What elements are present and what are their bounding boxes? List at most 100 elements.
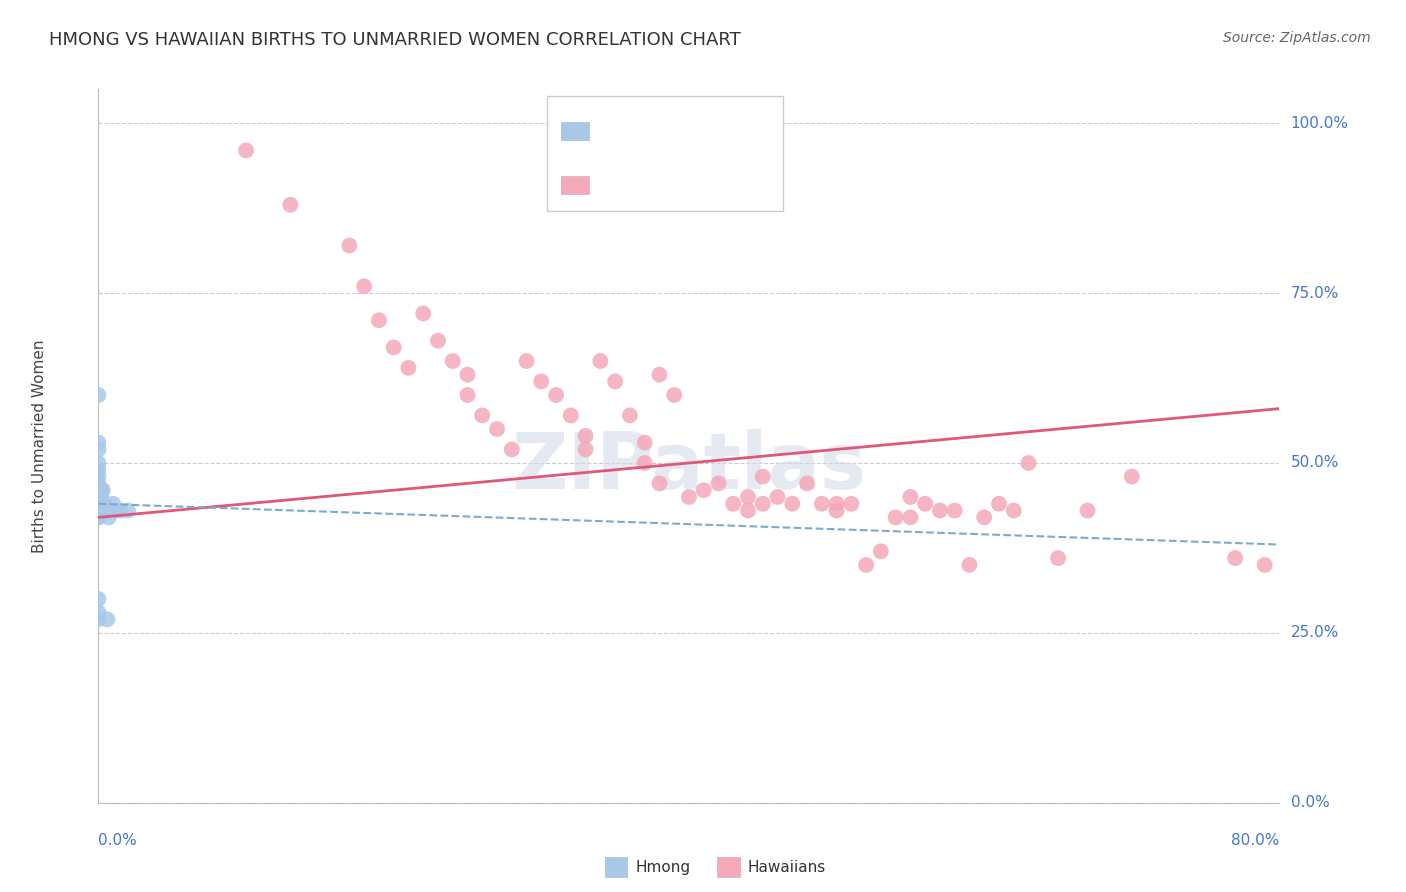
Point <box>1223 551 1246 566</box>
Point <box>93 503 115 517</box>
Point <box>825 503 848 517</box>
Point <box>87 388 110 402</box>
Point <box>105 503 128 517</box>
Point <box>98 503 121 517</box>
Point <box>93 497 115 511</box>
Point <box>751 497 773 511</box>
Point <box>471 409 494 423</box>
Point <box>1002 503 1025 517</box>
Text: -0.262: -0.262 <box>638 123 690 138</box>
Point <box>501 442 523 457</box>
Point <box>97 510 120 524</box>
Text: R =: R = <box>599 123 634 138</box>
Text: 75.0%: 75.0% <box>1291 285 1339 301</box>
Text: ZIPatlas: ZIPatlas <box>512 429 866 506</box>
Point <box>900 490 922 504</box>
Point <box>87 435 110 450</box>
Point <box>782 497 804 511</box>
Text: 100.0%: 100.0% <box>1291 116 1348 131</box>
Point <box>737 503 759 517</box>
Point <box>87 490 110 504</box>
Point <box>619 409 641 423</box>
Point <box>1077 503 1099 517</box>
Point <box>456 388 478 402</box>
Text: Births to Unmarried Women: Births to Unmarried Women <box>32 339 46 553</box>
Point <box>87 510 110 524</box>
Point <box>605 375 627 389</box>
Text: N =: N = <box>709 123 755 138</box>
Point <box>664 388 686 402</box>
Point <box>914 497 936 511</box>
Point <box>721 497 744 511</box>
Point <box>574 442 596 457</box>
Point <box>94 503 117 517</box>
Point <box>87 510 110 524</box>
Point <box>337 238 360 252</box>
Point <box>96 612 118 626</box>
Point <box>589 354 612 368</box>
Point <box>959 558 981 572</box>
Text: Source: ZipAtlas.com: Source: ZipAtlas.com <box>1223 31 1371 45</box>
Point <box>87 442 110 457</box>
Point <box>737 490 759 504</box>
Point <box>456 368 478 382</box>
Text: 31: 31 <box>748 123 769 138</box>
Text: 25.0%: 25.0% <box>1291 625 1339 640</box>
Text: 0.0%: 0.0% <box>1291 796 1329 810</box>
Point <box>560 409 582 423</box>
Point <box>796 476 818 491</box>
Point <box>1121 469 1143 483</box>
Point <box>235 144 257 158</box>
Point <box>87 456 110 470</box>
Text: Hmong: Hmong <box>636 860 690 874</box>
Point <box>90 490 112 504</box>
Point <box>382 341 405 355</box>
Point <box>278 198 302 212</box>
Point <box>91 497 114 511</box>
Point <box>633 456 655 470</box>
Point <box>87 497 110 511</box>
Text: 0.164: 0.164 <box>638 178 689 193</box>
Point <box>368 313 391 327</box>
Point <box>884 510 907 524</box>
Point <box>766 490 789 504</box>
Point <box>87 591 110 606</box>
Text: 80.0%: 80.0% <box>1232 833 1279 848</box>
Point <box>943 503 966 517</box>
Point <box>900 510 922 524</box>
Point <box>87 483 110 498</box>
Point <box>648 368 671 382</box>
Point <box>633 435 655 450</box>
Point <box>707 476 730 491</box>
Point <box>87 483 110 498</box>
Point <box>103 497 125 511</box>
Text: 0.0%: 0.0% <box>98 833 138 848</box>
Point <box>1046 551 1069 566</box>
Point <box>574 429 596 443</box>
Point <box>87 469 110 483</box>
Point <box>839 497 862 511</box>
Point <box>396 360 419 375</box>
Text: 50.0%: 50.0% <box>1291 456 1339 470</box>
Text: HMONG VS HAWAIIAN BIRTHS TO UNMARRIED WOMEN CORRELATION CHART: HMONG VS HAWAIIAN BIRTHS TO UNMARRIED WO… <box>49 31 741 49</box>
Point <box>530 375 553 389</box>
Point <box>110 503 132 517</box>
Point <box>441 354 464 368</box>
Point <box>91 483 114 498</box>
Text: N =: N = <box>709 178 755 193</box>
Point <box>87 612 110 626</box>
Point <box>87 463 110 477</box>
Point <box>117 503 139 517</box>
Point <box>869 544 891 558</box>
Point <box>87 503 110 517</box>
Point <box>693 483 716 498</box>
Point <box>678 490 700 504</box>
Point <box>1254 558 1277 572</box>
Point <box>87 606 110 620</box>
Point <box>987 497 1010 511</box>
Point <box>928 503 950 517</box>
Text: 62: 62 <box>748 178 769 193</box>
Point <box>544 388 567 402</box>
Point <box>427 334 450 348</box>
Point <box>515 354 537 368</box>
